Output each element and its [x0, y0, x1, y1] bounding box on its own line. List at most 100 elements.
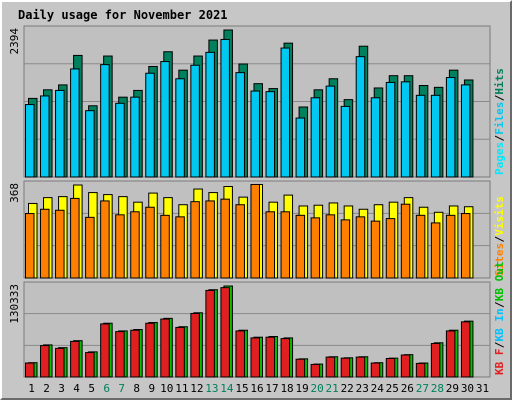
bar-files: [235, 72, 245, 178]
bar-kb-f: [310, 363, 321, 378]
bar-sites: [55, 209, 65, 279]
bar-kb-f: [85, 352, 95, 378]
bar-kb-f: [145, 322, 155, 378]
bar-files: [310, 97, 321, 178]
bar-kb-f: [220, 287, 230, 378]
y-max-label: 130333: [8, 284, 21, 324]
bar-sites: [190, 201, 200, 279]
day-label: 14: [220, 382, 234, 395]
bar-sites: [400, 203, 411, 279]
bar-files: [415, 94, 426, 178]
day-label: 13: [205, 382, 218, 395]
bar-sites: [40, 208, 50, 279]
chart-panels: 2394Pages/Files/Hits368Sites/Visits13033…: [8, 25, 506, 378]
day-label: 31: [476, 382, 489, 395]
legend-entry: Sites: [493, 243, 506, 276]
day-label: 9: [148, 382, 155, 395]
bar-sites: [115, 214, 125, 279]
bar-sites: [385, 218, 396, 279]
bar-sites: [355, 216, 366, 279]
bar-kb-f: [55, 347, 65, 378]
bar-sites: [445, 214, 456, 279]
bar-sites: [25, 213, 35, 279]
bar-sites: [235, 204, 245, 279]
bar-sites: [220, 198, 230, 279]
bar-kb-f: [250, 337, 260, 378]
bar-files: [175, 78, 185, 178]
bar-kb-f: [400, 354, 411, 378]
bar-files: [265, 91, 276, 178]
bar-sites: [265, 211, 276, 279]
day-label: 17: [265, 382, 278, 395]
day-label: 6: [103, 382, 110, 395]
bar-files: [460, 84, 471, 178]
bar-files: [70, 68, 80, 178]
day-label: 10: [160, 382, 173, 395]
bar-files: [115, 102, 125, 178]
bar-kb-f: [190, 312, 200, 378]
day-label: 29: [446, 382, 459, 395]
bar-kb-f: [430, 342, 441, 378]
legend-entry: KB In: [493, 308, 506, 341]
bar-kb-f: [130, 329, 140, 378]
legend-separator: /: [493, 236, 506, 243]
day-label: 11: [175, 382, 188, 395]
bar-files: [190, 64, 200, 178]
bar-kb-f: [40, 345, 50, 378]
bar-files: [25, 104, 35, 178]
legend-entry: Hits: [493, 68, 506, 95]
bar-sites: [325, 214, 336, 279]
day-label: 5: [88, 382, 95, 395]
day-label: 12: [190, 382, 203, 395]
day-label: 23: [356, 382, 369, 395]
day-label: 18: [280, 382, 293, 395]
bar-files: [430, 94, 441, 178]
bar-files: [220, 38, 230, 178]
bar-files: [340, 105, 351, 178]
bar-files: [40, 95, 50, 178]
bar-sites: [145, 206, 155, 279]
bar-kb-f: [325, 356, 336, 378]
bar-files: [355, 56, 366, 178]
bar-kb-f: [235, 330, 245, 378]
day-label: 22: [341, 382, 354, 395]
chart-title: Daily usage for November 2021: [18, 8, 228, 22]
day-label: 16: [250, 382, 263, 395]
legend-entry: Pages: [493, 142, 506, 175]
bar-kb-f: [415, 362, 426, 378]
bar-kb-f: [265, 336, 276, 378]
day-label: 28: [431, 382, 444, 395]
bar-files: [400, 81, 411, 178]
day-label: 30: [461, 382, 474, 395]
bar-sites: [415, 214, 426, 279]
bar-kb-f: [460, 321, 471, 378]
bar-files: [130, 96, 140, 178]
bar-sites: [370, 220, 381, 279]
bar-files: [370, 97, 381, 178]
legend-entry: KB Out: [493, 262, 506, 302]
bar-kb-f: [295, 358, 306, 378]
day-label: 21: [326, 382, 339, 395]
bar-files: [85, 110, 95, 178]
legend-entry: Files: [493, 102, 506, 135]
day-label: 2: [43, 382, 50, 395]
day-label: 24: [371, 382, 385, 395]
bar-files: [100, 64, 110, 178]
day-label: 20: [311, 382, 324, 395]
legend-entry: KB F: [493, 349, 506, 376]
bar-kb-f: [70, 340, 80, 378]
bar-kb-f: [340, 357, 351, 378]
day-label: 27: [416, 382, 429, 395]
bar-files: [385, 81, 396, 178]
bar-sites: [100, 200, 110, 279]
bar-files: [205, 51, 215, 178]
bar-kb-f: [175, 326, 185, 378]
day-label: 3: [58, 382, 65, 395]
bar-kb-f: [445, 330, 456, 378]
y-max-label: 368: [8, 183, 21, 203]
bar-files: [280, 47, 291, 178]
bar-kb-f: [205, 289, 215, 378]
